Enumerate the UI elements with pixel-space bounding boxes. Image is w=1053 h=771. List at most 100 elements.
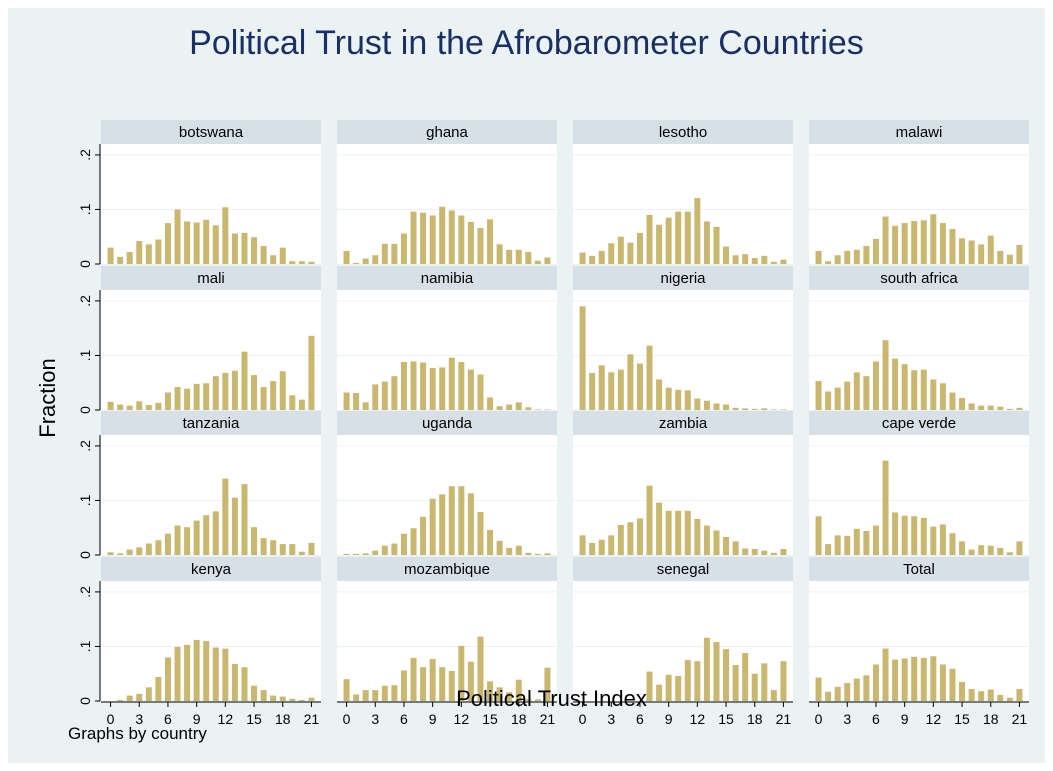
bar — [949, 533, 956, 555]
bar — [742, 653, 749, 701]
x-tick-label: 6 — [164, 711, 172, 727]
bar — [627, 242, 634, 264]
bar — [949, 392, 956, 410]
panel-plot-mozambique — [337, 581, 557, 701]
bar — [1006, 552, 1013, 555]
bar — [136, 241, 143, 264]
bar — [834, 686, 841, 701]
bar — [429, 498, 436, 555]
bar — [968, 403, 975, 410]
bar — [703, 400, 710, 410]
bar — [636, 232, 643, 264]
bar — [184, 644, 191, 701]
bar — [911, 220, 918, 264]
panel-label-lesotho: lesotho — [659, 124, 707, 141]
panel-strip-mali — [101, 266, 321, 290]
bar — [1016, 541, 1023, 555]
bar — [713, 530, 720, 555]
bar — [343, 250, 350, 264]
bar — [646, 345, 653, 410]
bar — [882, 216, 889, 264]
bar — [617, 236, 624, 264]
bar — [155, 540, 162, 555]
bar — [372, 255, 379, 264]
bar — [770, 552, 777, 555]
bar — [222, 648, 229, 701]
panel-label-ghana: ghana — [426, 124, 468, 141]
panel-plot-botswana — [101, 144, 321, 264]
bar — [939, 524, 946, 555]
panel-plot-zambia — [573, 435, 793, 555]
bar — [589, 255, 596, 264]
x-tick-label: 15 — [954, 711, 970, 727]
panel-strip-botswana — [101, 120, 321, 144]
bar — [825, 261, 832, 264]
panel-label-uganda: uganda — [422, 415, 473, 432]
bar — [751, 258, 758, 264]
x-tick-label: 12 — [926, 711, 942, 727]
x-tick-label: 21 — [1012, 711, 1028, 727]
bar — [834, 535, 841, 555]
bar — [675, 510, 682, 555]
bar — [892, 512, 899, 555]
bar — [298, 699, 305, 701]
bar — [231, 497, 238, 555]
y-tick-label: .2 — [77, 149, 93, 161]
panel-plot-kenya — [101, 581, 321, 701]
bar — [193, 639, 200, 701]
bar — [872, 525, 879, 555]
panel-label-mali: mali — [197, 270, 225, 287]
bar — [193, 222, 200, 264]
bar — [410, 657, 417, 701]
bar — [400, 362, 407, 410]
bar — [825, 691, 832, 701]
bar — [410, 211, 417, 264]
bar — [231, 663, 238, 701]
bar — [968, 240, 975, 264]
x-tick-label: 21 — [304, 711, 320, 727]
bar — [400, 233, 407, 264]
bar — [174, 209, 181, 264]
panel-label-botswana: botswana — [179, 124, 244, 141]
x-tick-label: 9 — [665, 711, 673, 727]
bar — [844, 250, 851, 264]
bar — [506, 249, 513, 264]
bar — [761, 255, 768, 264]
bar — [780, 409, 787, 410]
bar — [656, 502, 663, 555]
bar — [174, 387, 181, 410]
bar — [684, 660, 691, 701]
bar — [834, 255, 841, 264]
bar — [656, 684, 663, 701]
bar — [279, 544, 286, 555]
y-tick-label: .2 — [77, 440, 93, 452]
bar — [353, 262, 360, 264]
bar — [987, 689, 994, 701]
bar — [1016, 689, 1023, 701]
bar — [949, 668, 956, 701]
bar — [723, 537, 730, 555]
bar — [270, 695, 277, 701]
bar — [892, 358, 899, 410]
bar — [544, 553, 551, 555]
bar — [968, 689, 975, 701]
bar — [467, 222, 474, 264]
panel-strip-malawi — [809, 120, 1029, 144]
bar — [117, 699, 124, 701]
bar — [222, 372, 229, 410]
bar — [506, 404, 513, 410]
bar — [636, 518, 643, 555]
bar — [751, 408, 758, 410]
bar — [863, 246, 870, 264]
bar — [815, 250, 822, 264]
panel-plot-tanzania — [101, 435, 321, 555]
bar — [713, 642, 720, 701]
bar — [872, 238, 879, 264]
bar — [930, 656, 937, 701]
bar — [844, 683, 851, 701]
bar — [770, 409, 777, 410]
x-tick-label: 18 — [275, 711, 291, 727]
bar — [608, 372, 615, 410]
bar — [815, 381, 822, 410]
bar — [656, 379, 663, 410]
